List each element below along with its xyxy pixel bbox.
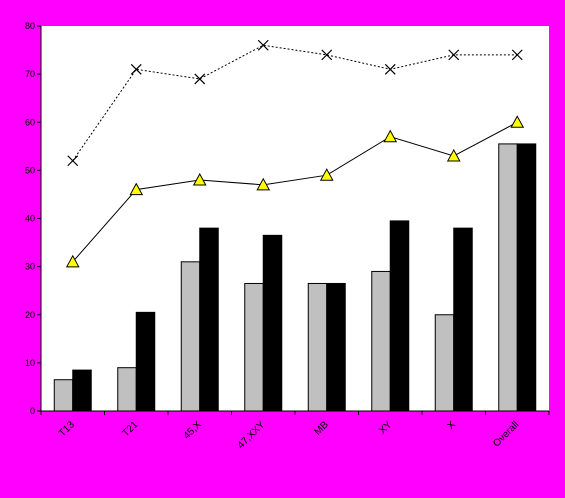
x-tick-label-2: 45,X bbox=[182, 419, 205, 442]
x-point-4 bbox=[321, 49, 333, 61]
bar-s1-0 bbox=[53, 379, 74, 412]
x-point-5 bbox=[384, 63, 396, 75]
bar-s2-6 bbox=[453, 227, 473, 412]
x-tick-label-6: X bbox=[445, 419, 458, 432]
bar-s2-2 bbox=[199, 227, 219, 412]
bar-s1-1 bbox=[117, 367, 137, 412]
x-tick-label-1: T21 bbox=[120, 419, 140, 439]
x-point-2 bbox=[194, 73, 206, 85]
y-tick-label-50: 50 bbox=[25, 165, 35, 175]
triangle-point-6 bbox=[446, 148, 461, 162]
y-tick-label-20: 20 bbox=[25, 310, 35, 320]
x-tick-label-4: MB bbox=[312, 419, 331, 438]
triangle-point-5 bbox=[383, 129, 398, 143]
x-tick-label-7: Overall bbox=[491, 419, 521, 449]
x-point-3 bbox=[257, 39, 269, 51]
triangle-point-3 bbox=[256, 177, 271, 191]
x-point-6 bbox=[448, 49, 460, 61]
triangle-point-1 bbox=[129, 182, 144, 196]
bar-s1-3 bbox=[244, 282, 264, 412]
triangle-point-0 bbox=[65, 254, 80, 268]
x-point-7 bbox=[511, 49, 523, 61]
x-tick-label-0: T13 bbox=[57, 419, 77, 439]
y-tick-label-80: 80 bbox=[25, 21, 35, 31]
x-point-0 bbox=[67, 155, 79, 167]
y-tick-label-60: 60 bbox=[25, 117, 35, 127]
y-tick-label-10: 10 bbox=[25, 358, 35, 368]
bar-s2-5 bbox=[389, 220, 410, 412]
bar-s1-5 bbox=[371, 270, 391, 412]
bar-s2-3 bbox=[262, 234, 283, 412]
x-point-1 bbox=[130, 63, 142, 75]
y-tick-label-0: 0 bbox=[30, 406, 35, 416]
y-tick-label-70: 70 bbox=[25, 69, 35, 79]
x-tick-label-3: 47,XXY bbox=[236, 419, 268, 451]
series-line-1 bbox=[72, 121, 518, 263]
bar-s2-1 bbox=[135, 311, 156, 412]
triangle-point-7 bbox=[510, 115, 525, 128]
triangle-point-4 bbox=[319, 168, 334, 181]
bar-s2-7 bbox=[516, 143, 537, 412]
triangle-point-2 bbox=[192, 172, 207, 186]
bar-s1-2 bbox=[180, 261, 201, 412]
plot-area bbox=[41, 26, 549, 411]
bar-s1-4 bbox=[307, 282, 328, 412]
y-tick-label-30: 30 bbox=[25, 262, 35, 272]
bar-s1-7 bbox=[498, 143, 518, 412]
bar-s1-6 bbox=[434, 314, 455, 412]
x-tick-label-5: XY bbox=[377, 419, 394, 436]
bar-s2-4 bbox=[326, 282, 346, 412]
y-tick-label-40: 40 bbox=[25, 214, 35, 224]
bar-s2-0 bbox=[72, 369, 92, 412]
